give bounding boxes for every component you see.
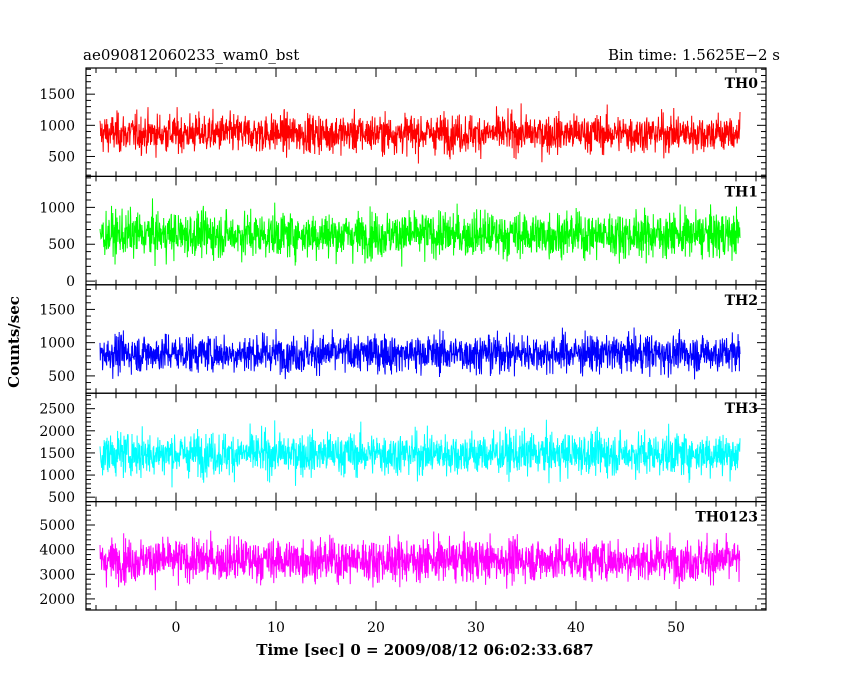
y-tick-label: 1500 — [39, 446, 75, 462]
panel-th3: 500 1000 1500 2000 2500 TH3 — [39, 392, 767, 506]
y-tick-label: 2500 — [39, 402, 75, 418]
chart-title: ae090812060233_wam0_bst — [83, 46, 299, 64]
x-axis: 0 10 20 30 40 50 — [172, 620, 685, 636]
y-tick-label: 4000 — [39, 543, 75, 559]
y-tick-label: 2000 — [39, 424, 75, 440]
panels-group: 50010001500TH005001000TH150010001500TH25… — [39, 67, 767, 611]
x-axis-title: Time [sec] 0 = 2009/08/12 06:02:33.687 — [256, 641, 593, 659]
y-tick-label: 500 — [48, 149, 75, 165]
panel-label-th0: TH0 — [725, 76, 759, 92]
y-tick-label: 500 — [48, 369, 75, 385]
y-tick-label: 0 — [66, 274, 75, 290]
y-tick-label: 1000 — [39, 336, 75, 352]
x-tick-label: 40 — [567, 620, 585, 636]
y-tick-label: 1000 — [39, 200, 75, 216]
y-tick-label: 5000 — [39, 518, 75, 534]
x-tick-label: 50 — [667, 620, 685, 636]
series-th0-trace — [99, 103, 741, 164]
y-tick-label: 3000 — [39, 567, 75, 583]
y-tick-label: 1500 — [39, 87, 75, 103]
series-th2-trace — [99, 327, 741, 380]
panel-th0: 500 1000 1500 TH0 — [39, 67, 767, 178]
y-tick-label: 500 — [48, 490, 75, 506]
panel-frame — [85, 501, 767, 611]
panel-label-th1: TH1 — [725, 184, 758, 200]
y-tick-label: 1000 — [39, 118, 75, 134]
panel-label-th0123: TH0123 — [695, 510, 758, 526]
panel-th0123: 2000 3000 4000 5000 TH0123 — [39, 501, 767, 611]
x-tick-label: 0 — [172, 620, 181, 636]
y-tick-label: 2000 — [39, 592, 75, 608]
y-axis-title: Counts/sec — [5, 296, 23, 388]
series-th1-trace — [99, 198, 741, 267]
bin-time-label: Bin time: 1.5625E−2 s — [608, 46, 780, 64]
x-tick-label: 10 — [267, 620, 285, 636]
y-tick-label: 1500 — [39, 302, 75, 318]
series-th0123-trace — [99, 530, 741, 591]
x-tick-label: 20 — [367, 620, 385, 636]
panel-frame — [85, 67, 767, 178]
x-tick-label: 30 — [467, 620, 485, 636]
panel-label-th2: TH2 — [725, 293, 758, 309]
series-th3-trace — [99, 419, 741, 488]
panel-th1: 0 500 1000 TH1 — [39, 175, 767, 290]
panel-label-th3: TH3 — [725, 401, 758, 417]
y-tick-label: 1000 — [39, 468, 75, 484]
panel-th2: 500 1000 1500 TH2 — [39, 284, 767, 394]
y-tick-label: 500 — [48, 237, 75, 253]
